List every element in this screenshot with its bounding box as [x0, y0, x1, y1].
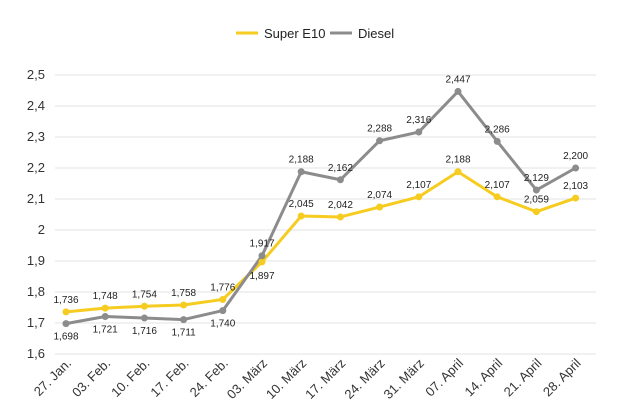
data-point — [532, 186, 540, 194]
data-point — [572, 164, 580, 172]
data-label: 1,758 — [171, 288, 196, 299]
x-tick-label: 17. März — [302, 356, 348, 402]
data-label: 1,721 — [93, 324, 118, 335]
x-tick-label: 28. April — [540, 355, 584, 399]
y-tick-label: 2,4 — [27, 98, 45, 113]
y-tick-label: 1,6 — [27, 346, 45, 361]
x-tick-label: 03. März — [224, 356, 270, 402]
data-label: 2,129 — [524, 173, 549, 184]
x-tick-label: 17. Feb. — [147, 356, 191, 400]
data-label: 2,288 — [367, 124, 392, 135]
data-point — [101, 304, 109, 312]
data-label: 2,200 — [563, 151, 588, 162]
data-point — [415, 128, 423, 136]
data-label: 2,447 — [445, 74, 470, 85]
data-label: 2,162 — [328, 163, 353, 174]
data-label: 1,917 — [249, 239, 274, 250]
data-label: 1,716 — [132, 326, 157, 337]
y-tick-label: 2 — [38, 222, 45, 237]
data-label: 1,740 — [210, 319, 235, 330]
x-tick-label: 07. April — [422, 355, 466, 399]
data-point — [493, 137, 501, 145]
data-point — [140, 314, 148, 322]
data-point — [532, 208, 540, 216]
data-point — [415, 193, 423, 201]
data-label: 2,074 — [367, 190, 392, 201]
data-label: 2,059 — [524, 195, 549, 206]
x-tick-label: 24. März — [341, 356, 387, 402]
data-point — [336, 176, 344, 184]
data-point — [62, 308, 70, 316]
x-tick-label: 14. April — [461, 355, 505, 399]
data-point — [219, 295, 227, 303]
y-axis: 1,6 1,7 1,8 1,9 2 2,1 2,2 2,3 2,4 2,5 — [27, 67, 45, 361]
x-tick-label: 03. Feb. — [69, 356, 113, 400]
data-label: 1,776 — [210, 282, 235, 293]
data-label: 1,897 — [249, 271, 274, 282]
series-lines — [65, 89, 577, 326]
legend-label: Diesel — [358, 26, 394, 41]
data-label: 1,711 — [171, 328, 196, 339]
x-axis: 27. Jan.03. Feb.10. Feb.17. Feb.24. Feb.… — [31, 355, 584, 401]
data-point — [454, 87, 462, 95]
data-label: 2,103 — [563, 181, 588, 192]
data-point — [572, 194, 580, 202]
series-points — [62, 87, 580, 328]
x-tick-label: 27. Jan. — [31, 356, 74, 399]
data-label: 1,754 — [132, 289, 157, 300]
legend: Super E10 Diesel — [236, 26, 394, 41]
y-tick-label: 2,1 — [27, 191, 45, 206]
data-label: 1,736 — [53, 295, 78, 306]
x-tick-label: 24. Feb. — [187, 356, 231, 400]
data-point — [297, 168, 305, 176]
y-tick-label: 2,5 — [27, 67, 45, 82]
data-label: 2,188 — [445, 155, 470, 166]
data-point — [180, 301, 188, 309]
y-tick-label: 2,2 — [27, 160, 45, 175]
data-label: 2,188 — [289, 155, 314, 166]
data-point — [493, 193, 501, 201]
data-label: 2,045 — [289, 199, 314, 210]
data-point — [258, 258, 266, 266]
data-point — [376, 137, 384, 145]
data-label: 2,107 — [406, 180, 431, 191]
legend-label: Super E10 — [264, 26, 325, 41]
x-tick-label: 31. März — [381, 356, 427, 402]
x-tick-label: 10. Feb. — [108, 356, 152, 400]
series-line-diesel — [65, 89, 577, 326]
data-point — [219, 307, 227, 315]
data-point — [101, 312, 109, 320]
data-point — [376, 203, 384, 211]
data-point — [180, 316, 188, 324]
y-tick-label: 1,9 — [27, 253, 45, 268]
data-labels: 1,736 1,748 1,754 1,758 1,776 1,897 2,045 2,042… — [53, 74, 588, 342]
y-tick-label: 1,8 — [27, 284, 45, 299]
data-point — [336, 213, 344, 221]
series-line-super-e10 — [65, 170, 577, 314]
x-tick-label: 21. April — [501, 355, 545, 399]
y-tick-label: 2,3 — [27, 129, 45, 144]
data-label: 2,042 — [328, 200, 353, 211]
y-tick-label: 1,7 — [27, 315, 45, 330]
gridlines — [55, 74, 596, 355]
x-tick-label: 10. März — [263, 356, 309, 402]
data-label: 1,748 — [93, 291, 118, 302]
data-label: 2,107 — [485, 180, 510, 191]
data-label: 2,316 — [406, 115, 431, 126]
data-label: 1,698 — [53, 332, 78, 343]
data-point — [297, 212, 305, 220]
data-point — [140, 302, 148, 310]
data-point — [258, 252, 266, 260]
data-point — [62, 320, 70, 328]
data-point — [454, 168, 462, 176]
data-label: 2,286 — [485, 124, 510, 135]
